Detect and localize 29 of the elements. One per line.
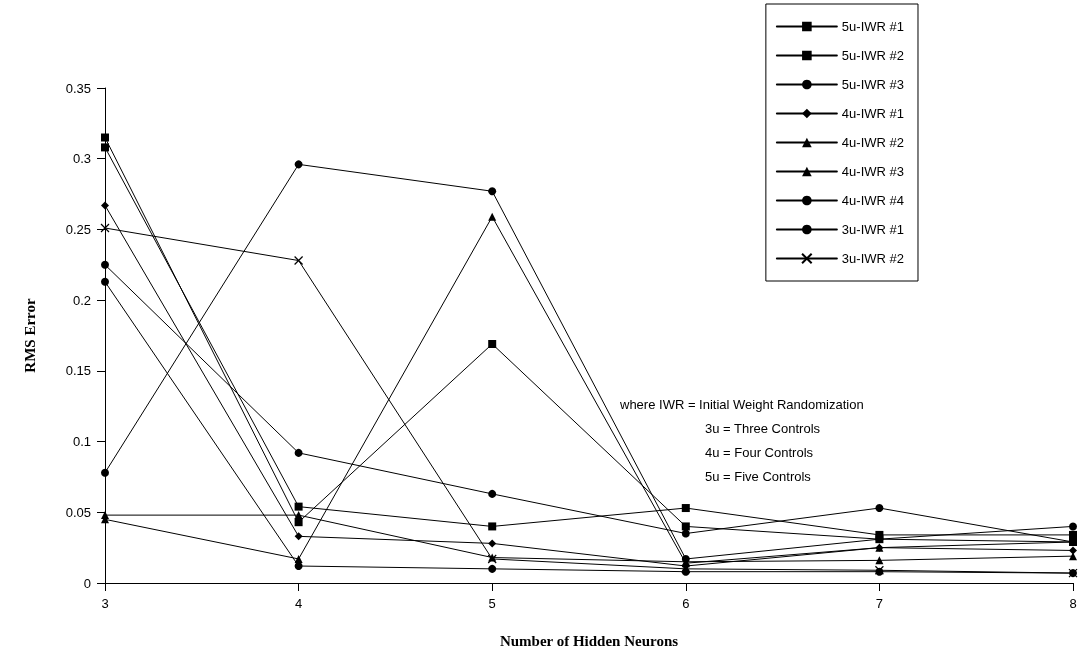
- legend-label: 4u-IWR #3: [841, 164, 905, 179]
- y-tick-label: 0.1: [72, 434, 91, 450]
- x-tick-label: 8: [1069, 596, 1077, 611]
- y-tick-label: 0.15: [65, 363, 91, 379]
- annotation: 3u = Three Controls: [705, 421, 821, 436]
- x-axis-title: Number of Hidden Neurons: [499, 632, 679, 649]
- y-tick-label: 0.2: [72, 292, 91, 308]
- annotation: where IWR = Initial Weight Randomization: [619, 397, 864, 412]
- legend-label: 4u-IWR #2: [841, 135, 905, 150]
- x-tick-label: 7: [875, 596, 884, 611]
- y-tick-label: 0.05: [65, 504, 91, 520]
- x-tick-label: 5: [488, 596, 496, 611]
- legend-label: 3u-IWR #1: [841, 222, 905, 237]
- annotation: 5u = Five Controls: [705, 469, 812, 484]
- legend-label: 3u-IWR #2: [841, 251, 905, 266]
- y-axis-title: RMS Error: [21, 298, 38, 373]
- x-tick-label: 4: [294, 596, 303, 611]
- y-tick-label: 0: [83, 575, 91, 591]
- x-tick-label: 3: [101, 596, 109, 611]
- y-tick-label: 0.35: [65, 80, 91, 96]
- x-tick-label: 6: [682, 596, 690, 611]
- legend-label: 5u-IWR #3: [841, 77, 905, 92]
- legend-label: 5u-IWR #1: [841, 19, 905, 34]
- y-tick-label: 0.3: [72, 151, 91, 167]
- legend-label: 4u-IWR #4: [841, 193, 905, 208]
- annotation: 4u = Four Controls: [705, 445, 814, 460]
- legend-label: 5u-IWR #2: [841, 48, 905, 63]
- y-tick-label: 0.25: [65, 221, 91, 237]
- legend-label: 4u-IWR #1: [841, 106, 905, 121]
